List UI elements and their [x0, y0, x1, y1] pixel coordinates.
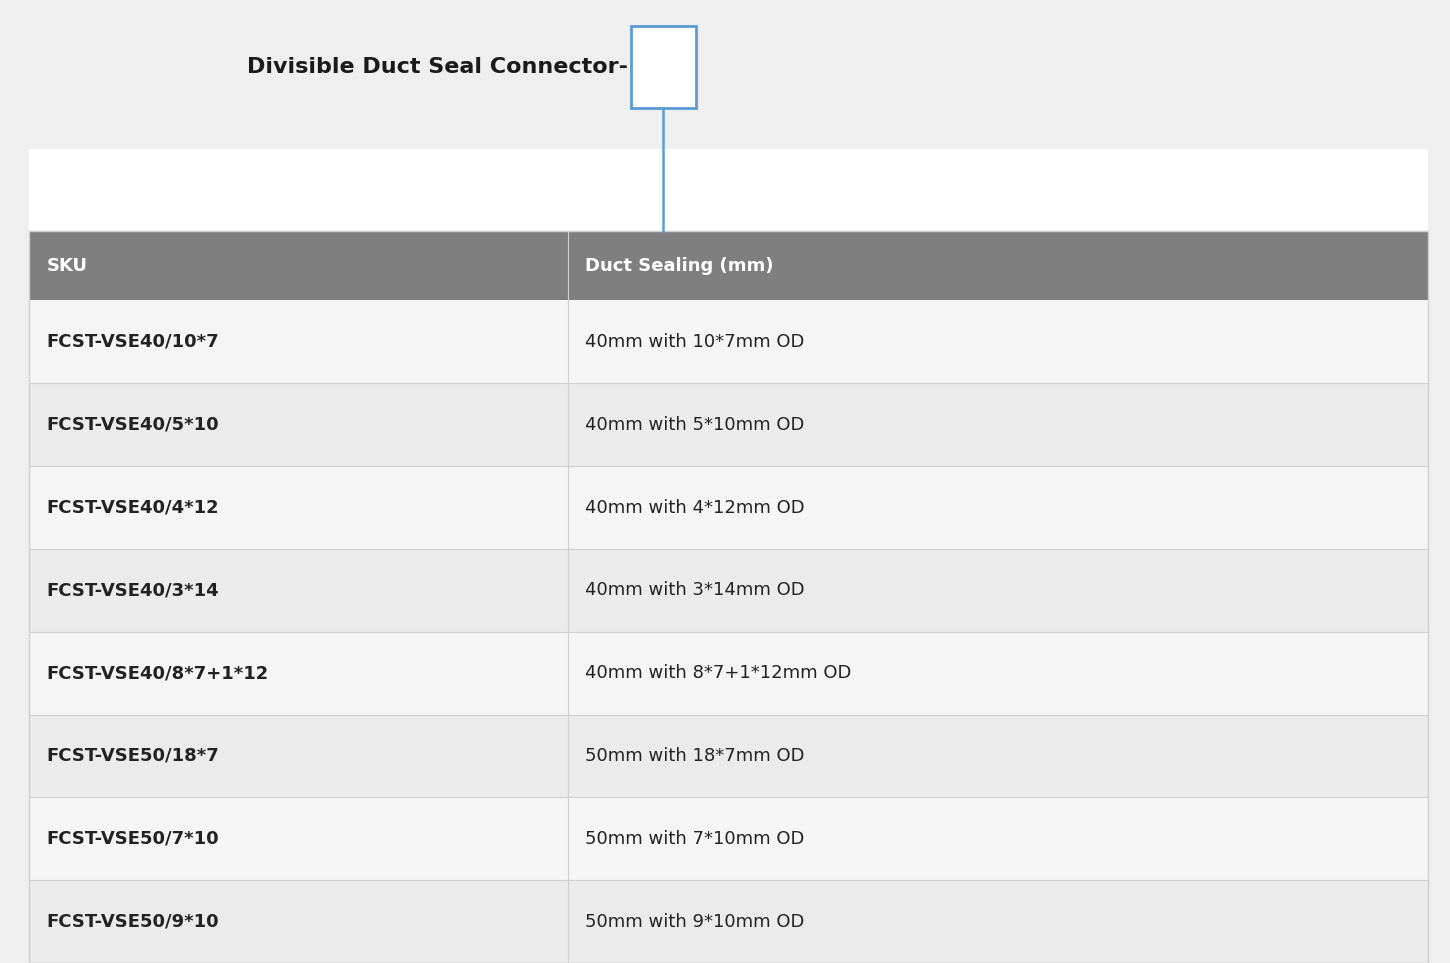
Bar	[29, 466, 1428, 549]
Bar	[29, 880, 1428, 963]
Bar	[29, 149, 1428, 231]
Text: 50mm with 9*10mm OD: 50mm with 9*10mm OD	[586, 913, 805, 930]
Text: FCST-VSE40/4*12: FCST-VSE40/4*12	[46, 499, 219, 516]
Bar	[29, 797, 1428, 880]
Bar	[29, 549, 1428, 632]
Text: FCST-VSE40/8*7+1*12: FCST-VSE40/8*7+1*12	[46, 664, 268, 682]
Text: FCST-VSE50/9*10: FCST-VSE50/9*10	[46, 913, 219, 930]
Bar	[29, 383, 1428, 466]
Text: 40mm with 4*12mm OD: 40mm with 4*12mm OD	[586, 499, 805, 516]
Text: 40mm with 8*7+1*12mm OD: 40mm with 8*7+1*12mm OD	[586, 664, 851, 682]
Text: FCST-VSE50/7*10: FCST-VSE50/7*10	[46, 830, 219, 847]
Text: FCST-VSE50/18*7: FCST-VSE50/18*7	[46, 747, 219, 765]
Text: Duct Sealing (mm): Duct Sealing (mm)	[586, 257, 774, 274]
Bar	[29, 0, 1428, 149]
Text: FCST-VSE40/10*7: FCST-VSE40/10*7	[46, 333, 219, 351]
Text: 40mm with 10*7mm OD: 40mm with 10*7mm OD	[586, 333, 805, 351]
Text: 40mm with 3*14mm OD: 40mm with 3*14mm OD	[586, 582, 805, 599]
Bar	[631, 26, 696, 108]
Bar	[29, 300, 1428, 383]
Bar	[29, 632, 1428, 715]
Text: 50mm with 7*10mm OD: 50mm with 7*10mm OD	[586, 830, 805, 847]
Text: Divisible Duct Seal Connector-: Divisible Duct Seal Connector-	[247, 57, 628, 77]
Text: SKU: SKU	[46, 257, 87, 274]
Text: 50mm with 18*7mm OD: 50mm with 18*7mm OD	[586, 747, 805, 765]
Bar	[29, 231, 1428, 300]
Text: FCST-VSE40/5*10: FCST-VSE40/5*10	[46, 416, 219, 433]
Text: 40mm with 5*10mm OD: 40mm with 5*10mm OD	[586, 416, 805, 433]
Text: FCST-VSE40/3*14: FCST-VSE40/3*14	[46, 582, 219, 599]
Bar	[29, 231, 1428, 963]
Bar	[29, 715, 1428, 797]
